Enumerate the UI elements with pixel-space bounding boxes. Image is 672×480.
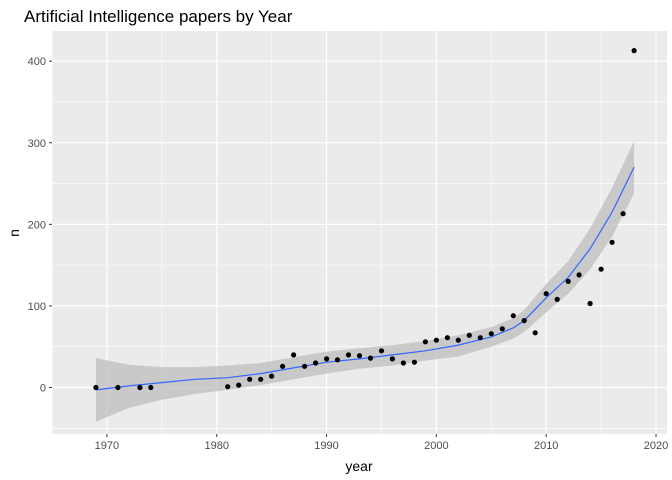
data-point [488, 331, 494, 337]
data-point [576, 272, 582, 278]
data-point [389, 356, 395, 362]
data-point [609, 239, 615, 245]
x-tick-label: 2020 [644, 440, 668, 452]
data-points [93, 48, 637, 391]
y-tick-label: 0 [40, 383, 46, 395]
data-point [324, 356, 330, 362]
confidence-band [95, 141, 635, 422]
data-point [433, 337, 439, 343]
data-point [400, 360, 406, 366]
loess-line [95, 166, 635, 391]
data-point [367, 355, 374, 361]
data-point [93, 384, 99, 391]
data-point [258, 376, 264, 382]
data-point [499, 326, 505, 332]
data-point [411, 359, 417, 365]
data-point [356, 353, 363, 359]
data-point [532, 330, 538, 336]
x-tick-label: 1990 [314, 440, 338, 452]
y-tick-label: 400 [28, 56, 46, 68]
data-point [334, 357, 341, 363]
data-point [302, 363, 308, 369]
data-point [247, 376, 253, 382]
data-point [598, 266, 604, 272]
y-tick-label: 100 [28, 301, 46, 313]
data-point [378, 348, 385, 354]
chart-title: Artificial Intelligence papers by Year [24, 7, 293, 26]
data-point [236, 382, 242, 388]
data-point [620, 211, 626, 217]
data-point [422, 339, 428, 345]
confidence-ribbon [95, 141, 635, 422]
data-point [455, 337, 461, 343]
data-point [587, 300, 593, 307]
data-point [521, 318, 527, 324]
y-tick-label: 300 [28, 138, 46, 150]
x-tick-label: 1980 [204, 440, 228, 452]
y-axis-title: n [6, 229, 22, 237]
data-point [631, 48, 637, 54]
x-axis-title: year [345, 458, 373, 474]
data-point [280, 363, 286, 369]
grid-minor [51, 31, 667, 434]
x-axis: 1970 1980 1990 2000 2010 2020 [95, 434, 668, 452]
data-point [137, 384, 143, 391]
data-point [466, 332, 472, 338]
data-point [291, 352, 297, 358]
data-point [269, 373, 275, 379]
y-tick-label: 200 [28, 219, 46, 231]
data-point [148, 384, 154, 391]
x-tick-label: 1970 [95, 440, 119, 452]
data-point [565, 278, 571, 284]
y-axis: 0 100 200 300 400 [28, 56, 52, 395]
data-point [345, 352, 352, 358]
x-tick-label: 2010 [534, 440, 558, 452]
smooth-line [95, 166, 635, 391]
data-point [477, 335, 483, 341]
data-point [115, 384, 121, 391]
data-point [225, 384, 231, 390]
data-point [313, 360, 319, 366]
data-point [554, 296, 560, 302]
data-point [543, 291, 549, 297]
x-tick-label: 2000 [424, 440, 448, 452]
data-point [444, 335, 450, 341]
data-point [510, 313, 516, 319]
